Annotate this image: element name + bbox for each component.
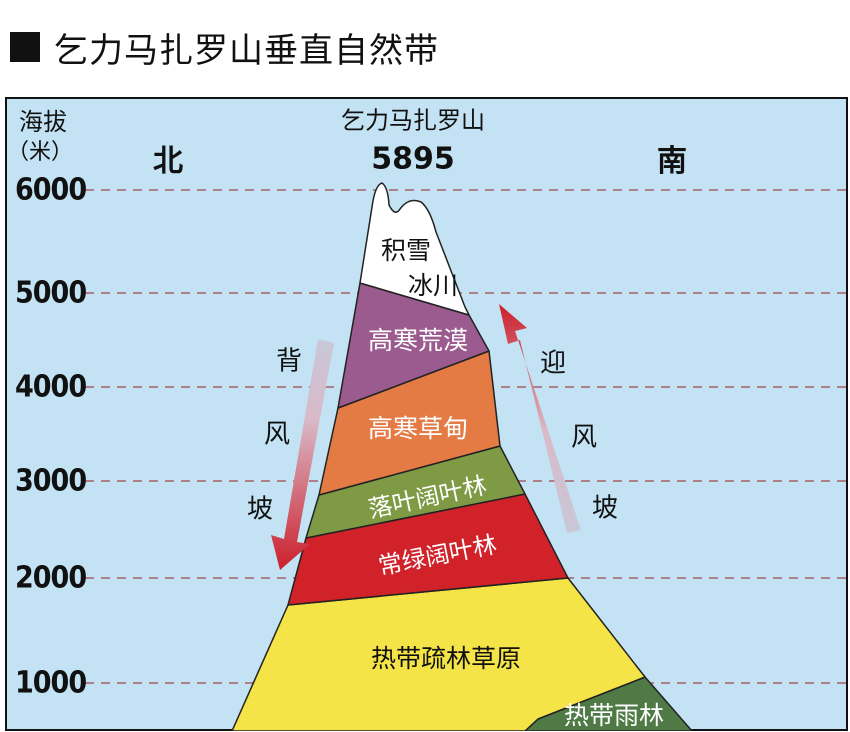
leeward-char-1: 背	[275, 346, 303, 377]
zone-label-glacier: 冰川	[407, 271, 459, 300]
windward-slope-arrow	[499, 304, 581, 533]
leeward-char-3: 坡	[246, 494, 274, 525]
axis-label-line1: 海拔	[19, 108, 67, 136]
title-square-icon	[10, 32, 40, 62]
ytick-5000: 5000	[15, 275, 87, 311]
figure-title: 乞力马扎罗山垂直自然带	[10, 22, 439, 72]
direction-south: 南	[657, 144, 687, 179]
axis-label-line2: （米）	[7, 140, 74, 165]
zone-label-alpine-desert: 高寒荒漠	[367, 326, 469, 355]
zone-label-snow: 积雪	[380, 236, 432, 265]
ytick-2000: 2000	[15, 560, 87, 596]
ytick-1000: 1000	[15, 665, 87, 701]
windward-char-3: 坡	[591, 493, 619, 524]
ytick-3000: 3000	[15, 463, 87, 499]
ytick-6000: 6000	[15, 172, 87, 208]
windward-char-1: 迎	[539, 348, 567, 379]
mountain	[231, 182, 693, 731]
direction-north: 北	[153, 144, 183, 179]
title-text: 乞力马扎罗山垂直自然带	[54, 30, 439, 71]
diagram-panel: 海拔 （米） 6000 5000 4000 3000 2000 1000 乞力马…	[5, 97, 848, 731]
zone-label-rainforest: 热带雨林	[563, 701, 665, 730]
ytick-4000: 4000	[15, 369, 87, 405]
band-snow-glacier	[359, 182, 470, 316]
diagram-svg	[5, 97, 848, 731]
zone-label-savanna: 热带疏林草原	[370, 644, 522, 673]
leeward-slope-arrow	[271, 339, 334, 570]
peak-name: 乞力马扎罗山	[341, 106, 485, 135]
peak-elevation: 5895	[371, 141, 455, 177]
zone-label-alpine-meadow: 高寒草甸	[367, 414, 469, 443]
windward-char-2: 风	[570, 422, 598, 453]
leeward-char-2: 风	[263, 419, 291, 450]
